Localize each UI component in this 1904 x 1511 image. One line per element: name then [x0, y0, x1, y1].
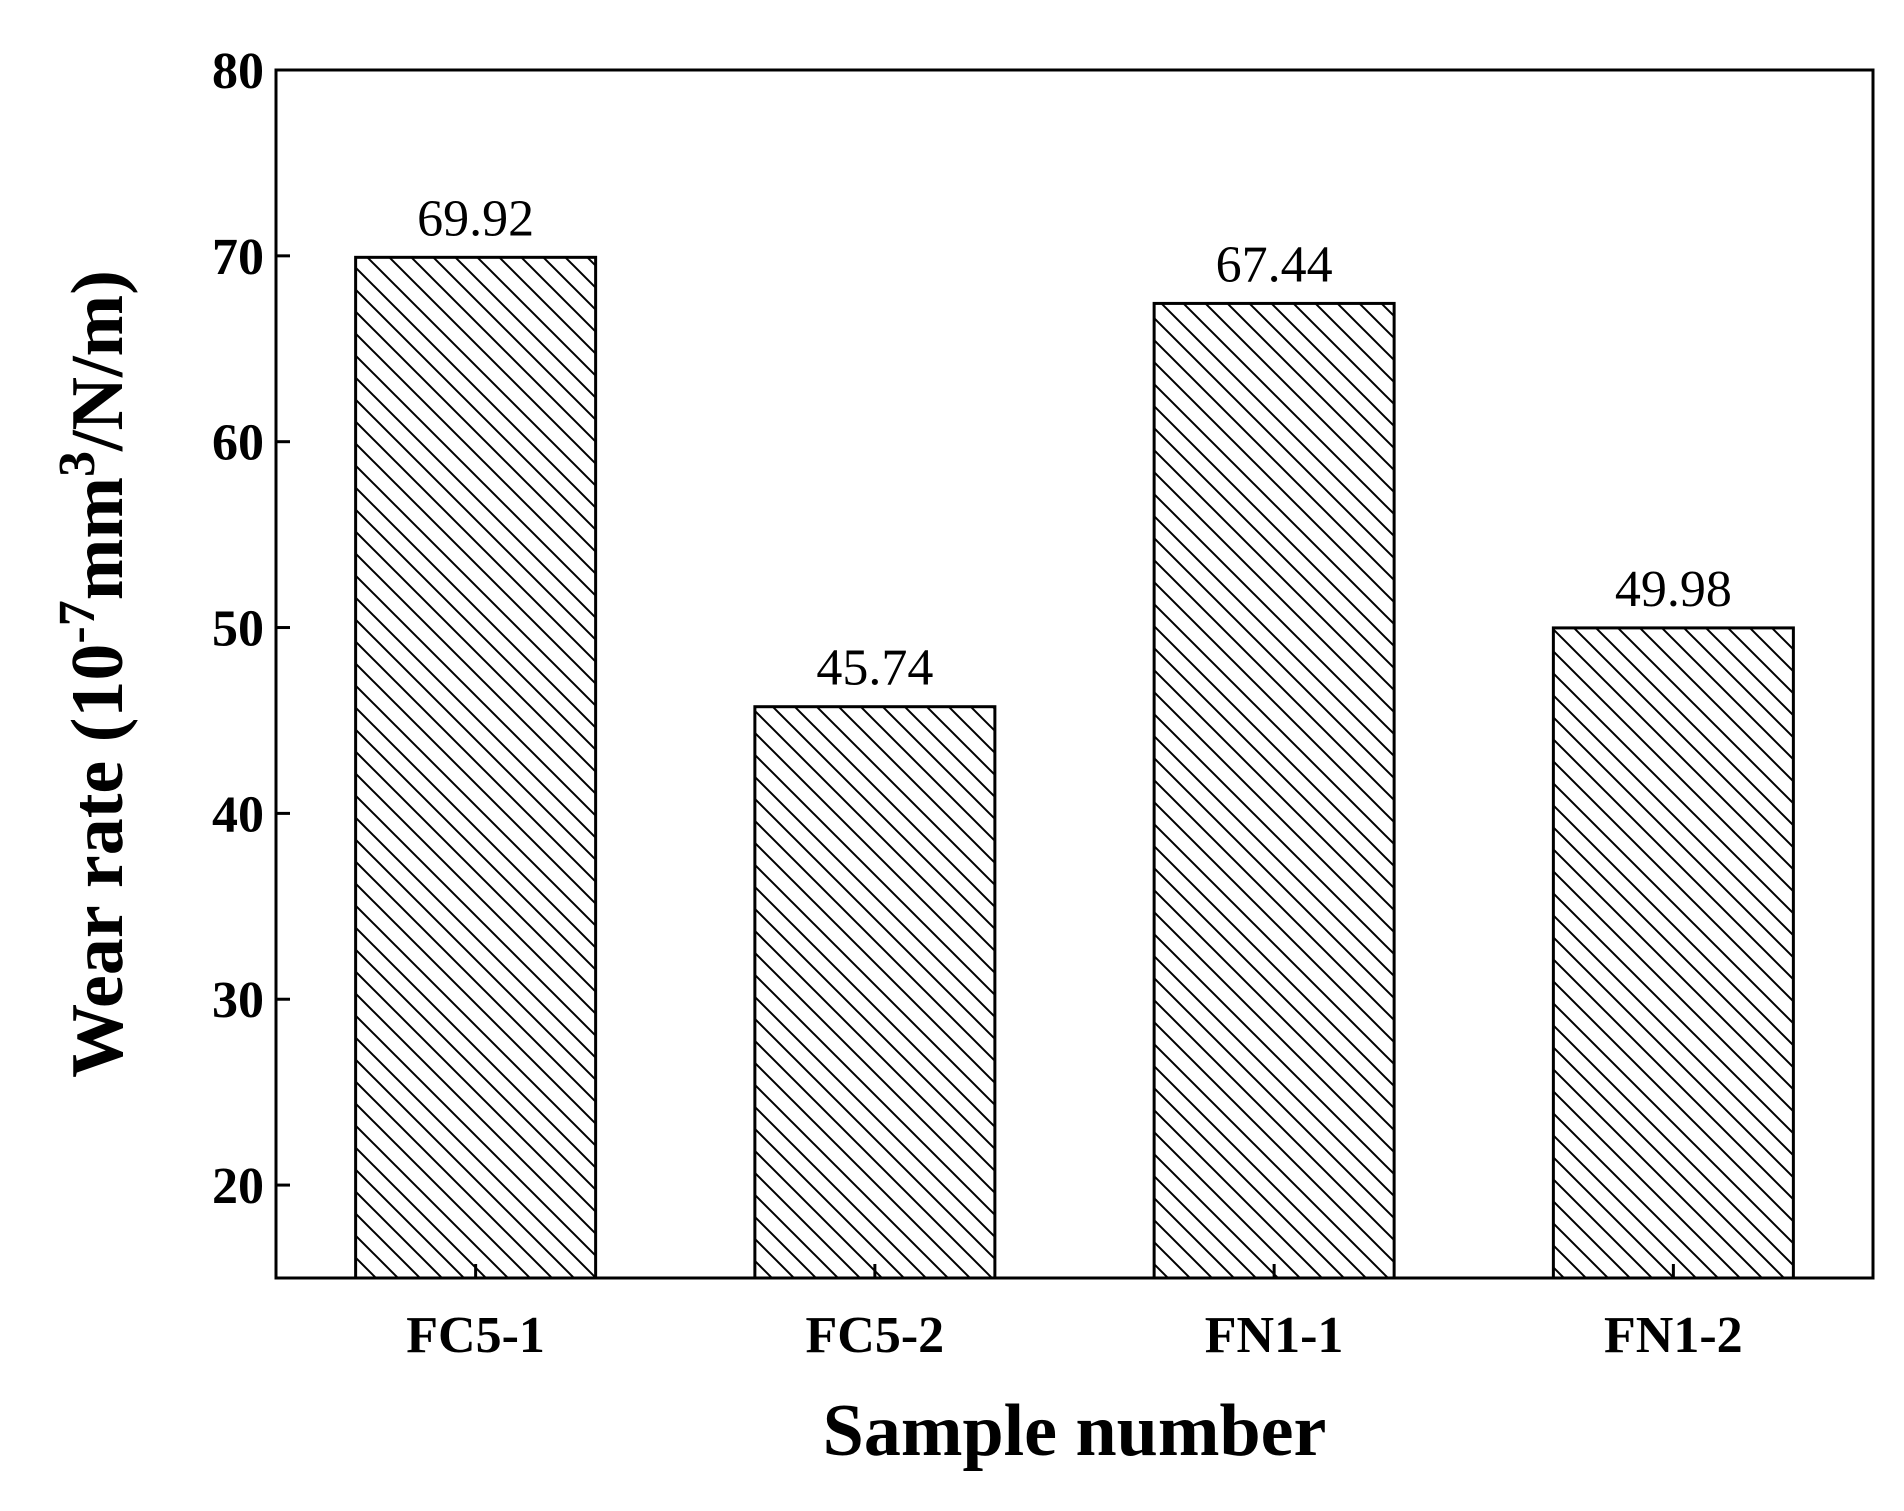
y-axis-title-prefix: Wear rate (10 [57, 644, 139, 1078]
bar-value-label: 69.92 [417, 190, 534, 247]
y-tick-label: 20 [212, 1158, 264, 1215]
bars [354, 255, 1795, 1280]
y-axis-title-exponent-1: -7 [49, 600, 106, 643]
bar-fn1-1 [1152, 301, 1396, 1280]
x-axis: FC5-1 FC5-2 FN1-1 FN1-2 [406, 1264, 1743, 1364]
y-axis-title-suffix: /N/m) [57, 270, 139, 452]
x-tick-label: FN1-1 [1205, 1307, 1344, 1364]
y-axis-title-exponent-2: 3 [49, 451, 106, 477]
x-axis-title: Sample number [823, 1390, 1327, 1472]
y-tick-label: 80 [212, 43, 264, 100]
bar-value-label: 45.74 [816, 640, 933, 697]
y-axis-title: Wear rate (10-7mm3/N/m) [49, 270, 139, 1078]
y-tick-label: 50 [212, 601, 264, 658]
bar-value-label: 49.98 [1615, 561, 1732, 618]
bar-fc5-1 [354, 255, 598, 1280]
x-tick-label: FC5-2 [806, 1307, 945, 1364]
bar-fn1-2 [1551, 626, 1795, 1280]
y-tick-label: 60 [212, 415, 264, 472]
x-tick-label: FC5-1 [406, 1307, 545, 1364]
plot-area-frame [274, 68, 1875, 1280]
data-labels: 69.92 45.74 67.44 49.98 [417, 190, 1732, 696]
y-tick-label: 30 [212, 972, 264, 1029]
y-axis-title-unit: mm [57, 477, 139, 600]
bar-fc5-2 [753, 705, 997, 1280]
y-axis: 20 30 40 50 60 70 80 [212, 43, 290, 1215]
x-tick-label: FN1-2 [1604, 1307, 1743, 1364]
y-tick-label: 70 [212, 229, 264, 286]
y-tick-label: 40 [212, 786, 264, 843]
bar-value-label: 67.44 [1216, 236, 1333, 293]
